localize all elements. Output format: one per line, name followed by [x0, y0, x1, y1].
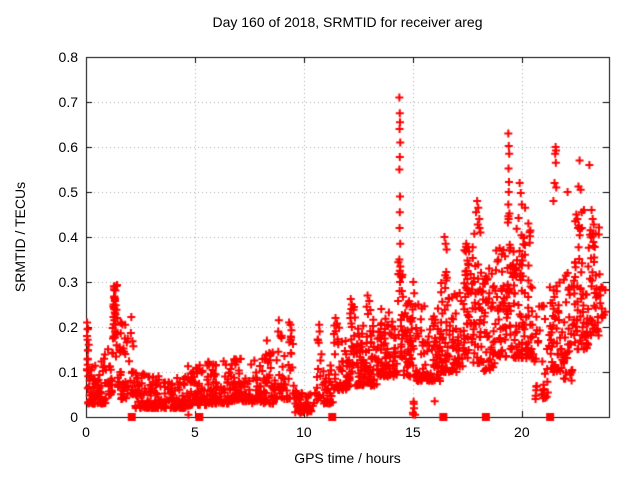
x-axis-label: GPS time / hours	[294, 450, 401, 466]
y-tick-label: 0.1	[58, 364, 78, 380]
y-tick-label: 0	[70, 409, 78, 425]
y-tick-label: 0.5	[58, 184, 78, 200]
y-tick-label: 0.8	[58, 49, 78, 65]
chart-title: Day 160 of 2018, SRMTID for receiver are…	[212, 14, 483, 30]
y-tick-label: 0.7	[58, 94, 78, 110]
x-tick-label: 10	[296, 424, 312, 440]
y-tick-label: 0.4	[58, 229, 78, 245]
y-tick-label: 0.2	[58, 319, 78, 335]
y-tick-label: 0.6	[58, 139, 78, 155]
x-tick-label: 0	[82, 424, 90, 440]
x-tick-label: 5	[191, 424, 199, 440]
y-tick-label: 0.3	[58, 274, 78, 290]
x-tick-label: 15	[405, 424, 421, 440]
x-tick-label: 20	[514, 424, 530, 440]
